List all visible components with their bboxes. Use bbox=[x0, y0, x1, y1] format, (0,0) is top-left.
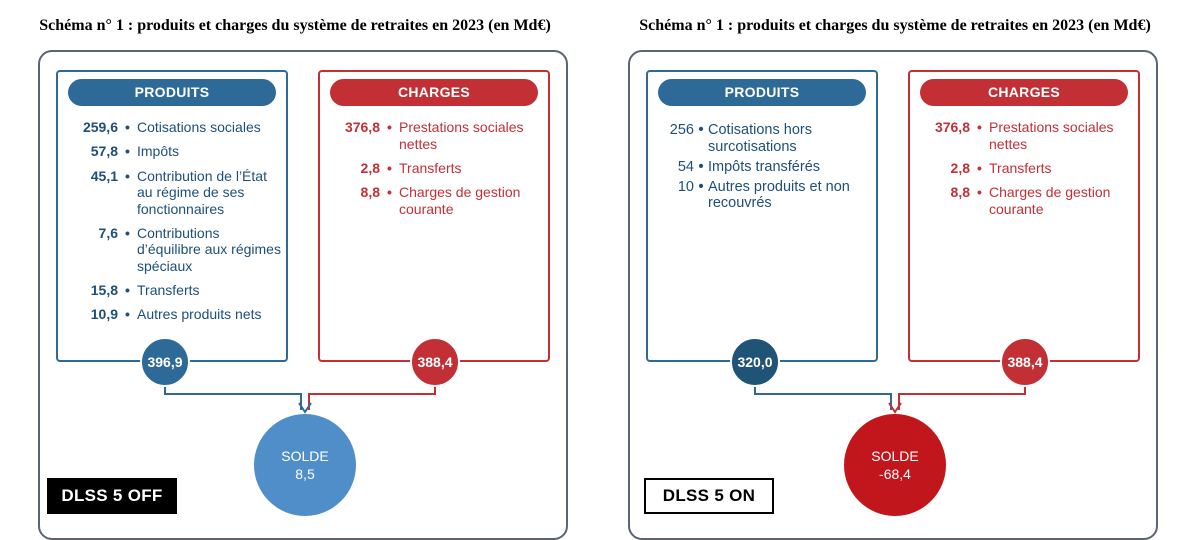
bullet-icon: • bbox=[125, 282, 130, 299]
item-value: 15,8 bbox=[90, 282, 118, 299]
bullet-icon: • bbox=[125, 224, 130, 241]
bullet-icon: • bbox=[387, 184, 392, 201]
charges-item: 376,8 • Prestations sociales nettes bbox=[910, 119, 1142, 152]
produits-item: 15,8 • Transferts bbox=[58, 282, 284, 299]
produits-item: 10 • Autres produits et non recouvrés bbox=[652, 179, 874, 212]
item-label: Autres produits nets bbox=[137, 306, 262, 323]
item-label: Cotisations sociales bbox=[137, 119, 261, 135]
produits-header: PRODUITS bbox=[658, 79, 866, 106]
produits-item: 57,8 • Impôts bbox=[58, 143, 284, 160]
item-label: Prestations sociales nettes bbox=[399, 119, 524, 152]
solde-value: -68,4 bbox=[879, 466, 911, 482]
bullet-icon: • bbox=[125, 143, 130, 160]
solde-circle: SOLDE 8,5 bbox=[254, 414, 356, 516]
panel-dlss-on: Schéma n° 1 : produits et charges du sys… bbox=[600, 0, 1190, 540]
bullet-icon: • bbox=[125, 306, 130, 323]
item-value: 376,8 bbox=[934, 119, 970, 135]
produits-item: 7,6 • Contributions d’équilibre aux régime… bbox=[58, 225, 284, 275]
bullet-icon: • bbox=[977, 184, 982, 201]
produits-box bbox=[646, 70, 878, 362]
charges-item: 2,8 • Transferts bbox=[910, 160, 1142, 177]
item-label: Impôts bbox=[137, 143, 180, 160]
produits-header: PRODUITS bbox=[68, 79, 276, 106]
charges-item: 8,8 • Charges de gestion courante bbox=[320, 184, 552, 217]
produits-item: 54 • Impôts transférés bbox=[652, 159, 874, 176]
produits-item: 10,9 • Autres produits nets bbox=[58, 306, 284, 323]
dlss-off-badge: DLSS 5 OFF bbox=[47, 478, 177, 514]
item-label: Autres produits et non recouvrés bbox=[708, 178, 850, 212]
charges-total: 388,4 bbox=[1000, 337, 1050, 387]
charges-list: 376,8 • Prestations sociales nettes 2,8 • Tr… bbox=[320, 119, 552, 225]
item-label: Transferts bbox=[989, 159, 1052, 176]
diagram-title: Schéma n° 1 : produits et charges du sys… bbox=[639, 17, 1151, 34]
item-label: Transferts bbox=[399, 159, 462, 176]
item-label: Prestations sociales nettes bbox=[989, 119, 1114, 152]
bullet-icon: • bbox=[698, 122, 704, 138]
item-value: 7,6 bbox=[98, 224, 118, 241]
charges-total: 388,4 bbox=[410, 337, 460, 387]
produits-list: 256 • Cotisations hors surcotisations 54 • I… bbox=[652, 122, 874, 215]
item-label: Transferts bbox=[137, 282, 200, 299]
item-value: 57,8 bbox=[90, 143, 118, 160]
produits-total: 396,9 bbox=[140, 337, 190, 387]
item-label: Charges de gestion courante bbox=[399, 184, 521, 217]
item-value: 2,8 bbox=[950, 159, 970, 176]
bullet-icon: • bbox=[977, 119, 982, 135]
item-value: 256 bbox=[669, 122, 694, 138]
bullet-icon: • bbox=[698, 158, 704, 175]
item-value: 10,9 bbox=[90, 306, 118, 323]
charges-header: CHARGES bbox=[330, 79, 538, 106]
item-value: 10 bbox=[677, 178, 694, 195]
charges-item: 376,8 • Prestations sociales nettes bbox=[320, 119, 552, 152]
charges-item: 8,8 • Charges de gestion courante bbox=[910, 184, 1142, 217]
charges-item: 2,8 • Transferts bbox=[320, 160, 552, 177]
item-label: Charges de gestion courante bbox=[989, 184, 1111, 217]
solde-label: SOLDE bbox=[281, 448, 329, 464]
diagram-title: Schéma n° 1 : produits et charges du sys… bbox=[39, 17, 551, 34]
item-label: Impôts transférés bbox=[708, 158, 821, 175]
solde-value: 8,5 bbox=[295, 466, 315, 482]
item-label: Cotisations hors surcotisations bbox=[708, 122, 812, 155]
solde-circle: SOLDE -68,4 bbox=[844, 414, 946, 516]
charges-list: 376,8 • Prestations sociales nettes 2,8 • Tr… bbox=[910, 119, 1142, 225]
charges-header: CHARGES bbox=[920, 79, 1128, 106]
bullet-icon: • bbox=[125, 119, 130, 135]
produits-item: 45,1 • Contribution de l’État au régime de… bbox=[58, 168, 284, 218]
bullet-icon: • bbox=[387, 159, 392, 176]
dlss-on-badge: DLSS 5 ON bbox=[644, 478, 774, 514]
produits-total: 320,0 bbox=[730, 337, 780, 387]
item-label: Contribution de l’État au régime de ses … bbox=[137, 167, 267, 217]
produits-item: 259,6 • Cotisations sociales bbox=[58, 119, 284, 136]
bullet-icon: • bbox=[125, 167, 130, 184]
item-label: Contributions d’équilibre aux régimes sp… bbox=[137, 224, 281, 274]
item-value: 259,6 bbox=[82, 119, 118, 135]
item-value: 2,8 bbox=[360, 159, 380, 176]
item-value: 8,8 bbox=[950, 184, 970, 201]
item-value: 54 bbox=[677, 158, 694, 175]
item-value: 45,1 bbox=[90, 167, 118, 184]
item-value: 376,8 bbox=[344, 119, 380, 135]
bullet-icon: • bbox=[387, 119, 392, 135]
produits-list: 259,6 • Cotisations sociales 57,8 • Impôts 4… bbox=[58, 119, 284, 331]
bullet-icon: • bbox=[977, 159, 982, 176]
solde-label: SOLDE bbox=[871, 448, 919, 464]
produits-item: 256 • Cotisations hors surcotisations bbox=[652, 122, 874, 155]
bullet-icon: • bbox=[698, 178, 704, 195]
panel-dlss-off: Schéma n° 1 : produits et charges du sys… bbox=[0, 0, 590, 540]
item-value: 8,8 bbox=[360, 184, 380, 201]
